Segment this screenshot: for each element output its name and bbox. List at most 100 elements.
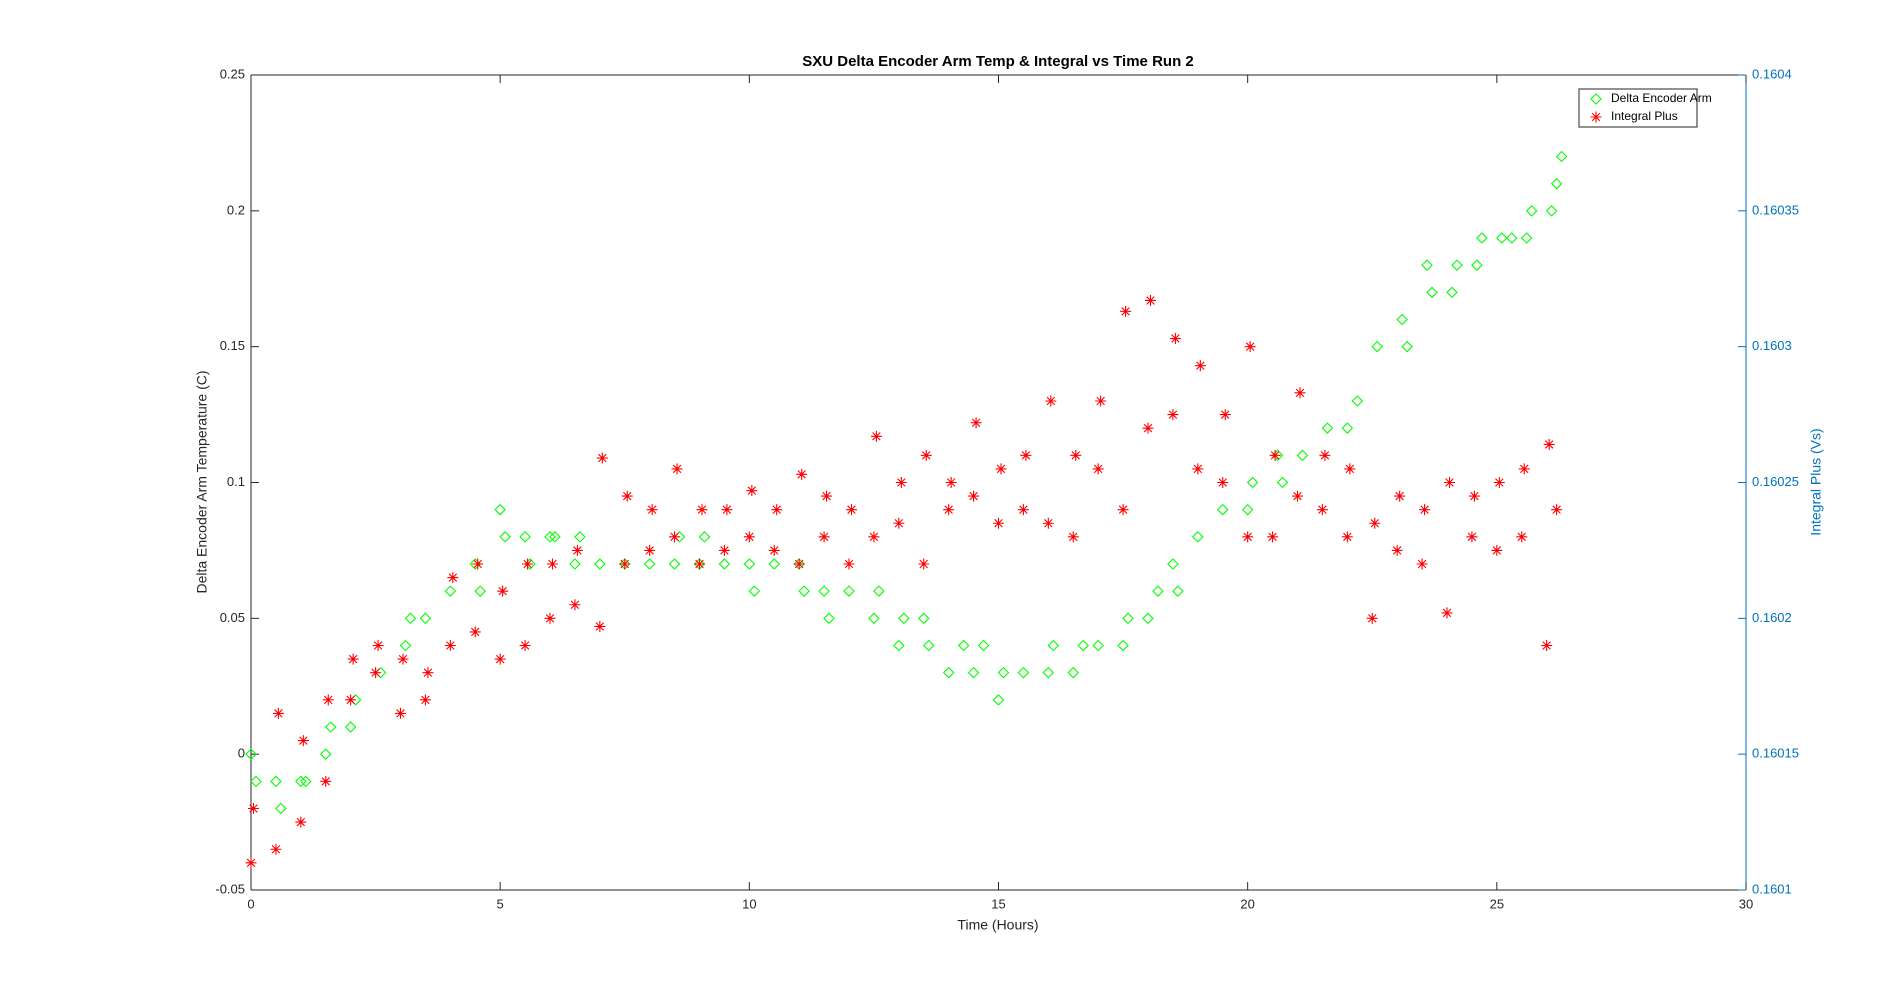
data-point	[494, 653, 506, 665]
data-point	[1443, 477, 1455, 488]
data-point	[320, 775, 332, 787]
data-point	[395, 707, 406, 719]
data-point	[669, 531, 681, 543]
data-point	[1476, 232, 1488, 244]
data-point	[345, 694, 357, 706]
data-point	[721, 504, 733, 516]
data-point	[494, 503, 506, 516]
data-point	[1520, 232, 1533, 244]
data-point	[295, 816, 307, 828]
y-tick-label: 0.2	[227, 202, 245, 217]
data-point	[1466, 531, 1478, 543]
data-point	[1045, 395, 1057, 407]
data-point	[997, 666, 1010, 679]
data-point	[469, 626, 481, 638]
data-point	[1321, 422, 1334, 434]
data-point	[319, 748, 332, 760]
data-point	[1095, 395, 1107, 407]
y-tick-label: 0.15	[220, 338, 245, 353]
data-point	[1122, 612, 1134, 625]
data-point	[1092, 639, 1104, 652]
data-point	[1391, 544, 1403, 556]
data-point	[1216, 503, 1229, 516]
data-point	[1194, 360, 1206, 372]
data-point	[1468, 490, 1480, 502]
data-point	[942, 666, 955, 679]
data-point	[718, 544, 730, 556]
y2-tick-label: 0.1603	[1752, 338, 1792, 353]
data-point	[1550, 177, 1563, 190]
data-point	[1541, 640, 1553, 651]
y-tick-label: -0.05	[215, 881, 245, 896]
data-point	[519, 640, 531, 651]
data-point	[1471, 259, 1483, 271]
data-point	[793, 558, 805, 570]
data-point	[300, 775, 312, 788]
data-point	[1077, 639, 1089, 652]
data-point	[297, 735, 309, 747]
data-point	[1341, 531, 1353, 543]
legend-label: Delta Encoder Arm	[1611, 91, 1712, 105]
data-point	[1543, 438, 1555, 450]
data-point	[873, 585, 885, 597]
data-point	[1152, 585, 1164, 597]
data-point	[743, 531, 755, 543]
data-point	[1067, 666, 1080, 679]
data-point	[1267, 531, 1279, 543]
data-point	[1351, 395, 1364, 407]
x-tick-label: 20	[1240, 896, 1254, 911]
data-point	[1419, 504, 1431, 516]
data-point	[646, 504, 658, 516]
data-point	[1042, 517, 1054, 529]
data-point	[1276, 476, 1289, 489]
chart-title: SXU Delta Encoder Arm Temp & Integral vs…	[802, 53, 1194, 70]
data-point	[1047, 639, 1060, 652]
data-point	[895, 477, 907, 488]
data-point	[497, 585, 509, 597]
data-point	[1172, 585, 1184, 597]
data-point	[922, 639, 935, 652]
data-point	[447, 572, 459, 584]
data-point	[1516, 531, 1528, 543]
y2-tick-label: 0.1601	[1752, 881, 1792, 896]
data-point	[270, 843, 282, 855]
data-point	[918, 558, 930, 570]
data-point	[621, 490, 633, 502]
data-point	[1067, 531, 1079, 543]
data-point	[1020, 449, 1032, 461]
data-point	[1545, 205, 1558, 217]
y2-tick-label: 0.16025	[1752, 474, 1799, 489]
data-point	[1192, 531, 1204, 543]
data-point	[1446, 286, 1458, 299]
data-point	[843, 585, 855, 597]
data-point	[798, 585, 810, 597]
data-point	[322, 694, 334, 706]
data-point	[1518, 463, 1530, 475]
legend-marker	[1590, 111, 1602, 123]
data-point	[818, 585, 830, 597]
data-point	[1491, 544, 1503, 556]
data-point	[324, 721, 337, 733]
data-point	[549, 531, 561, 543]
data-point	[898, 612, 910, 625]
y-tick-label: 0.25	[220, 66, 245, 81]
data-point	[1416, 558, 1428, 570]
data-point	[372, 640, 384, 651]
data-point	[472, 558, 484, 570]
x-tick-label: 30	[1739, 896, 1753, 911]
data-point	[245, 748, 257, 760]
data-point	[596, 452, 608, 464]
legend-label: Integral Plus	[1611, 109, 1678, 123]
data-point	[419, 612, 432, 625]
data-point	[1244, 341, 1256, 353]
data-point	[671, 463, 683, 475]
data-point	[1319, 449, 1331, 461]
data-point	[768, 558, 781, 570]
data-point	[870, 430, 882, 442]
data-point	[893, 517, 905, 529]
x-tick-label: 10	[742, 896, 756, 911]
data-point	[694, 558, 705, 570]
data-point	[1217, 477, 1229, 488]
data-point	[444, 585, 457, 597]
